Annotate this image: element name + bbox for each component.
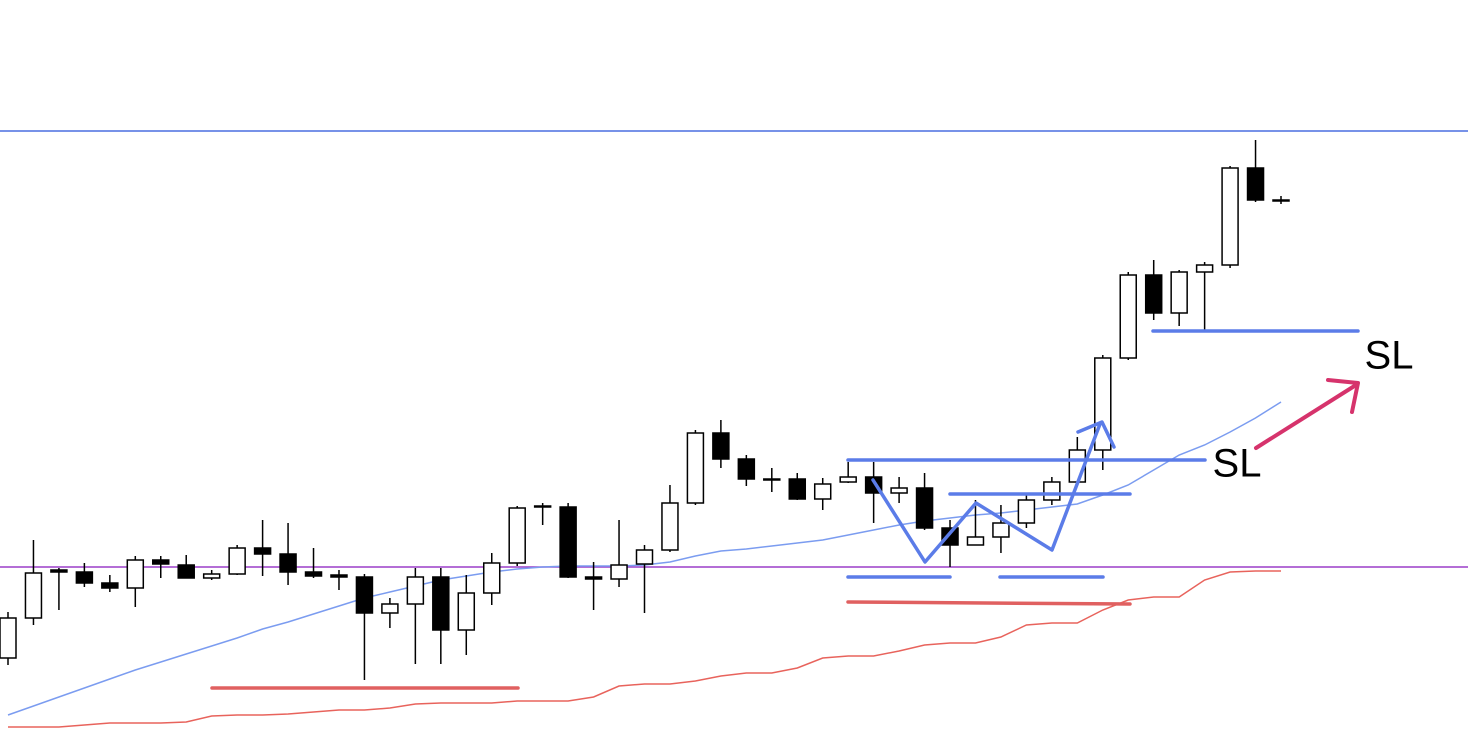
candle-body [712,432,730,460]
candle-body [304,571,323,577]
candle-body [1043,481,1061,501]
candle-body [24,572,43,619]
candle-body [1144,274,1163,314]
candle-body [126,559,145,589]
zigzag-arrowhead [1076,420,1116,449]
arrowhead [1326,378,1360,414]
candle-body [839,476,857,483]
candle-body [584,576,603,580]
candle-body [202,573,221,579]
candle-body [1221,167,1239,266]
candle-body [788,478,807,500]
sl-label: SL [1365,334,1414,378]
candle-body [75,571,94,584]
candle-body [482,562,501,594]
candle-body [610,564,628,580]
zigzag [871,422,1102,564]
candle-body [533,505,552,508]
candle-body [992,522,1010,538]
candle-body [813,483,832,500]
arrow [1254,383,1358,450]
candle-body [661,502,679,551]
candle-body [1246,167,1265,201]
indicator-line [8,570,1281,728]
candle-body [406,576,425,605]
candle-body [253,547,272,555]
candle-body [737,458,756,480]
candle-body [0,617,17,659]
candle-body [355,576,374,614]
candle-body [50,569,68,573]
candle-body [432,576,450,631]
candle-body [1119,274,1137,359]
candle-body [279,553,297,573]
candle-body [457,592,476,631]
candle-body [559,506,577,578]
candle-body [915,487,934,529]
candle-body [101,582,119,589]
candle-body [508,507,526,564]
candle-body [966,536,985,546]
support-line [846,600,1132,606]
candle-body [152,559,170,565]
candle-body [177,564,195,579]
sl-label: SL [1213,442,1262,486]
candle-body [890,487,908,494]
candle-body [1017,499,1036,524]
annotations [210,329,1360,690]
candle-body [381,603,399,614]
candle-body [330,574,348,578]
candle-body [1272,199,1290,202]
candle-body [686,432,705,504]
candle-body [1195,264,1214,273]
candle-body [228,547,246,575]
candle-body [941,527,959,546]
candle-body [1170,271,1188,314]
candle-body [635,549,654,565]
candle-body [763,478,781,481]
